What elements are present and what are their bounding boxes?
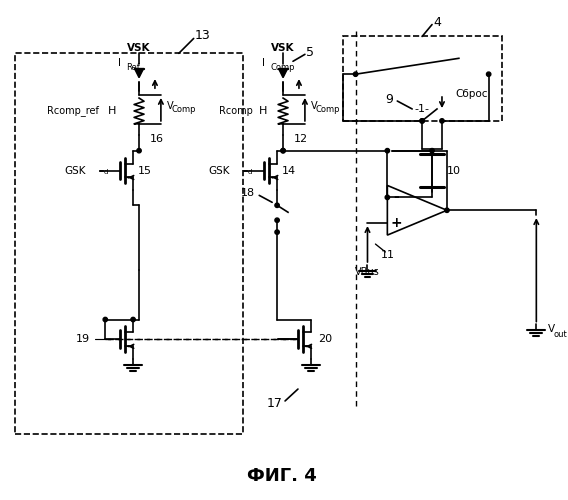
Circle shape bbox=[275, 230, 279, 234]
Text: Ref: Ref bbox=[126, 63, 140, 72]
Text: 12: 12 bbox=[294, 134, 308, 144]
Circle shape bbox=[281, 148, 285, 153]
Circle shape bbox=[281, 148, 285, 153]
Text: Rcomp_ref: Rcomp_ref bbox=[48, 106, 99, 117]
Circle shape bbox=[385, 148, 390, 153]
Text: 9: 9 bbox=[386, 92, 393, 106]
Text: V: V bbox=[311, 101, 318, 111]
Text: 19: 19 bbox=[76, 334, 90, 344]
Text: ФИГ. 4: ФИГ. 4 bbox=[247, 468, 317, 485]
Text: VSK: VSK bbox=[127, 44, 151, 54]
Circle shape bbox=[103, 318, 107, 322]
Circle shape bbox=[137, 148, 141, 153]
Text: H: H bbox=[108, 106, 116, 116]
Circle shape bbox=[385, 195, 390, 200]
Text: 11: 11 bbox=[381, 250, 394, 260]
Circle shape bbox=[353, 72, 358, 76]
Text: d: d bbox=[104, 168, 108, 174]
Text: 14: 14 bbox=[282, 166, 296, 175]
Text: -: - bbox=[394, 190, 399, 204]
Text: Rcomp: Rcomp bbox=[219, 106, 253, 116]
Circle shape bbox=[420, 118, 424, 123]
Text: GSK: GSK bbox=[208, 166, 229, 175]
Text: I: I bbox=[118, 58, 121, 68]
Circle shape bbox=[131, 318, 135, 322]
Text: H: H bbox=[259, 106, 268, 116]
Circle shape bbox=[275, 203, 279, 207]
Circle shape bbox=[486, 72, 491, 76]
Circle shape bbox=[430, 148, 434, 153]
Circle shape bbox=[420, 118, 424, 123]
Text: VBus: VBus bbox=[355, 267, 380, 277]
Text: 13: 13 bbox=[195, 29, 211, 42]
Text: 4: 4 bbox=[433, 16, 441, 29]
Text: 5: 5 bbox=[306, 46, 314, 59]
Text: +: + bbox=[390, 216, 402, 230]
Text: d: d bbox=[248, 168, 252, 174]
Text: -1-: -1- bbox=[415, 104, 429, 114]
Text: 20: 20 bbox=[318, 334, 332, 344]
Text: out: out bbox=[553, 330, 567, 339]
Polygon shape bbox=[278, 68, 287, 78]
Text: 15: 15 bbox=[138, 166, 152, 175]
Text: I: I bbox=[262, 58, 265, 68]
Text: 10: 10 bbox=[447, 166, 461, 175]
Circle shape bbox=[275, 218, 279, 222]
Text: GSK: GSK bbox=[64, 166, 85, 175]
Text: V: V bbox=[167, 101, 173, 111]
Text: V: V bbox=[548, 324, 556, 334]
Text: Comp: Comp bbox=[172, 106, 197, 114]
Text: Comp: Comp bbox=[270, 63, 295, 72]
Text: 17: 17 bbox=[266, 398, 282, 410]
Text: VSK: VSK bbox=[272, 44, 295, 54]
Text: Сброс: Сброс bbox=[456, 89, 488, 99]
Text: Comp: Comp bbox=[316, 106, 340, 114]
Polygon shape bbox=[135, 68, 144, 78]
Text: 16: 16 bbox=[150, 134, 164, 144]
Circle shape bbox=[440, 118, 444, 123]
Text: 18: 18 bbox=[241, 188, 255, 198]
Circle shape bbox=[445, 208, 449, 212]
